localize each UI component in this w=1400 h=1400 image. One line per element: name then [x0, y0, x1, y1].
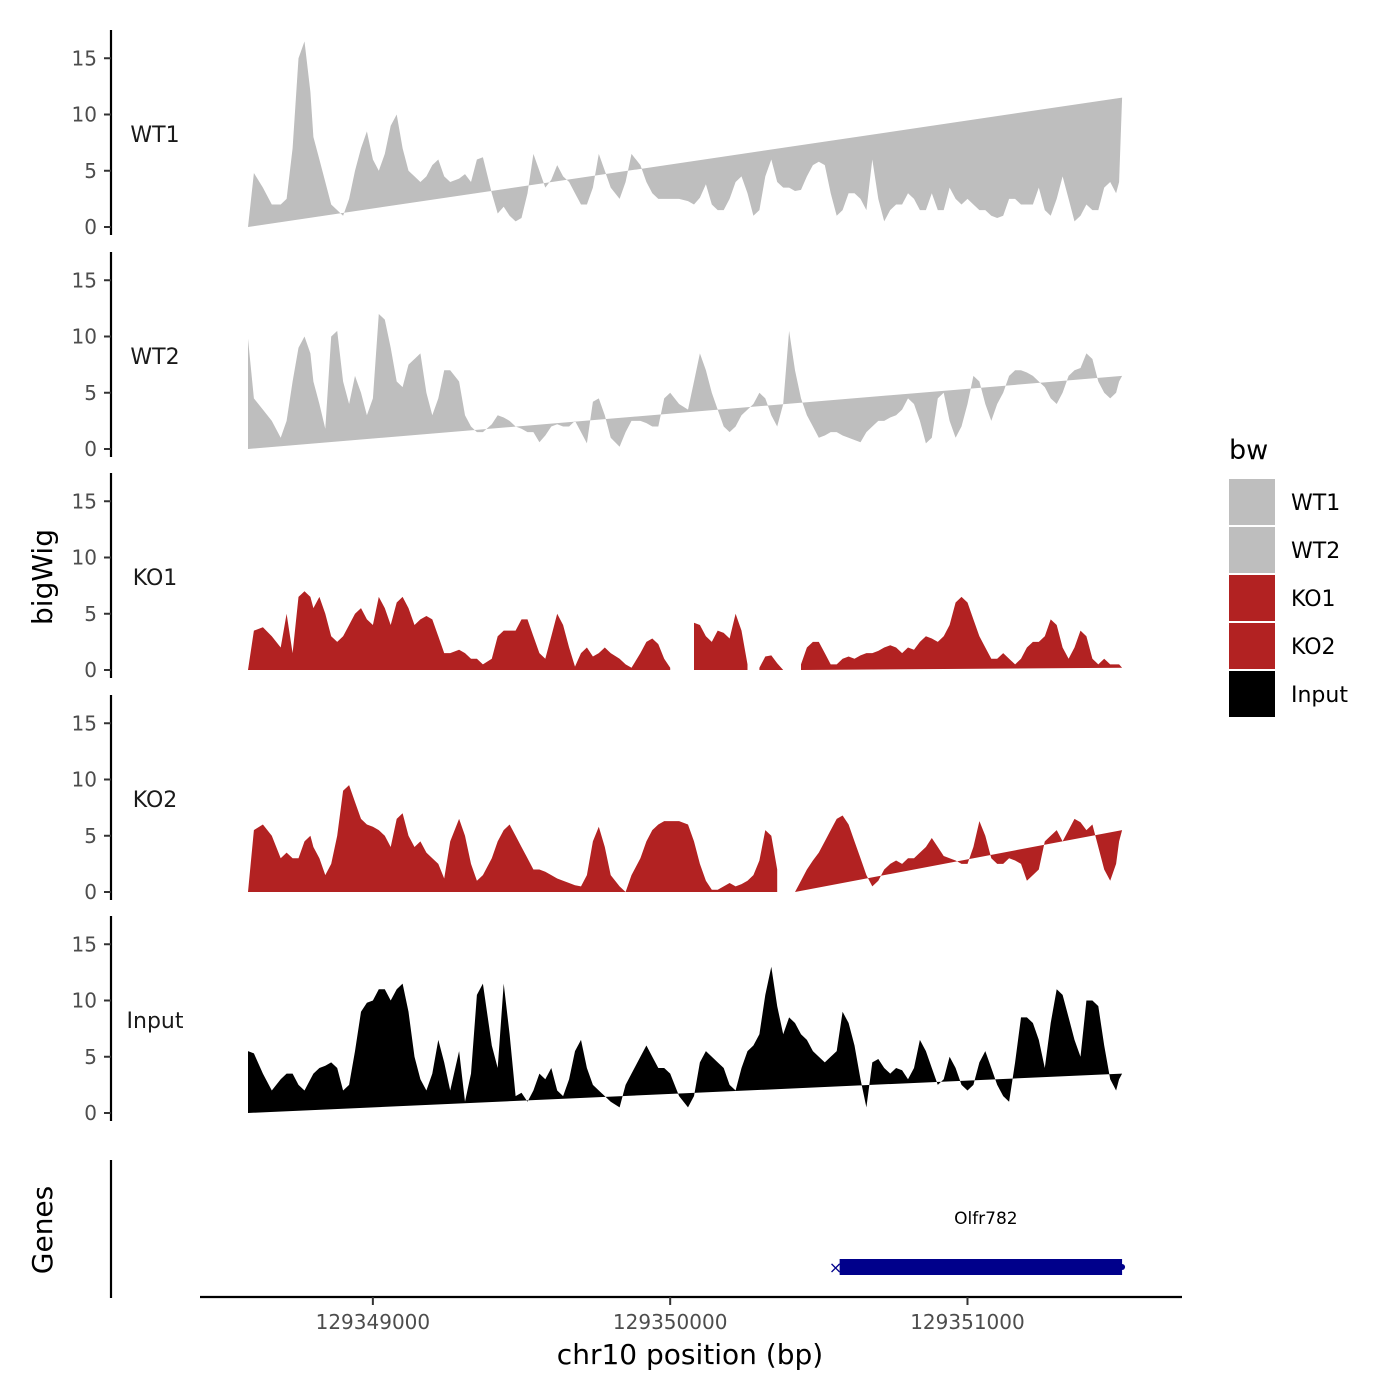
track-ko1: 0 5 10 15 KO1 [72, 473, 1123, 682]
track-wt1: 0 5 10 15 WT1 [72, 30, 1123, 239]
legend-title: bw [1229, 435, 1268, 466]
y-tick-label: 0 [84, 437, 97, 461]
track-ko2: 0 5 10 15 KO2 [72, 695, 1123, 904]
gene-end-mark [1119, 1264, 1126, 1270]
gene-label: Olfr782 [954, 1209, 1018, 1229]
legend-label: Input [1291, 683, 1348, 708]
area-ko1 [694, 613, 748, 670]
track-label: KO1 [133, 566, 178, 591]
area-input [248, 966, 1123, 1113]
y-tick-label: 5 [84, 824, 97, 848]
x-axis-title: chr10 position (bp) [557, 1338, 823, 1371]
legend-label: WT2 [1291, 539, 1340, 564]
legend-key [1229, 575, 1275, 621]
y-tick-label: 15 [72, 489, 97, 513]
legend: bw WT1 WT2 KO1 KO2 Input [1229, 435, 1348, 717]
legend-key [1229, 671, 1275, 717]
track-wt2: 0 5 10 15 WT2 [72, 252, 1123, 461]
y-tick-label: 10 [72, 989, 97, 1013]
legend-key [1229, 527, 1275, 573]
y-axis-title: bigWig [26, 529, 59, 625]
area-ko2 [248, 785, 778, 892]
legend-label: WT1 [1291, 491, 1340, 516]
y-tick-label: 10 [72, 546, 97, 570]
track-label: KO2 [133, 788, 178, 813]
y-tick-label: 15 [72, 711, 97, 735]
y-tick-label: 15 [72, 46, 97, 70]
legend-key [1229, 479, 1275, 525]
y-tick-label: 10 [72, 768, 97, 792]
x-tick-label: 129350000 [613, 1310, 728, 1334]
gene-strand-mark: × [829, 1258, 842, 1277]
area-wt1 [248, 41, 1123, 228]
track-label: WT2 [130, 345, 179, 370]
legend-label: KO2 [1291, 635, 1336, 660]
x-axis: 129349000 129350000 129351000 [200, 1295, 1182, 1334]
y-tick-label: 10 [72, 103, 97, 127]
y-tick-label: 0 [84, 658, 97, 682]
area-ko2 [795, 815, 1123, 892]
y-tick-label: 5 [84, 381, 97, 405]
gene-body [839, 1259, 1123, 1275]
y-tick-label: 15 [72, 268, 97, 292]
x-tick-label: 129351000 [910, 1310, 1025, 1334]
area-wt2 [248, 314, 1123, 449]
area-ko1 [801, 596, 1123, 670]
y-tick-label: 15 [72, 932, 97, 956]
track-input: 0 5 10 15 Input [72, 916, 1123, 1125]
y-tick-label: 5 [84, 602, 97, 626]
genes-axis-title: Genes [26, 1186, 59, 1274]
y-tick-label: 5 [84, 1045, 97, 1069]
area-ko1 [248, 591, 671, 670]
genes-panel: × Olfr782 [109, 1160, 1126, 1298]
area-ko1 [759, 655, 784, 670]
y-tick-label: 0 [84, 1101, 97, 1125]
x-tick-label: 129349000 [316, 1310, 431, 1334]
legend-key [1229, 623, 1275, 669]
y-tick-label: 5 [84, 159, 97, 183]
y-tick-label: 0 [84, 215, 97, 239]
track-label: WT1 [130, 123, 179, 148]
track-label: Input [127, 1009, 184, 1034]
legend-label: KO1 [1291, 587, 1336, 612]
y-tick-label: 10 [72, 325, 97, 349]
y-tick-label: 0 [84, 880, 97, 904]
track-panels: 0 5 10 15 WT1 0 5 10 15 WT2 0 5 10 15 KO1 0 5 10 15 KO2 0 5 10… [72, 30, 1123, 1125]
